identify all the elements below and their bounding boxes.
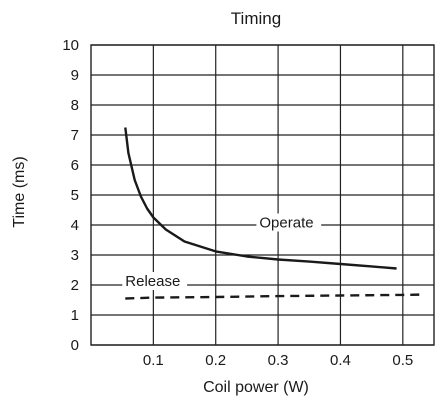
y-tick-label: 5	[71, 187, 79, 204]
y-tick-label: 3	[71, 247, 79, 264]
annotations: Operate Release	[122, 213, 322, 290]
y-tick-label: 4	[71, 217, 79, 234]
chart-title: Timing	[231, 9, 281, 28]
series-release-line	[125, 293, 422, 300]
series-operate-line	[124, 127, 397, 270]
x-tick-label: 0.2	[205, 352, 226, 369]
tick-labels: 0 1 2 3 4 5 6 7 8 9 10 0.1 0.2 0.3 0.4 0.5	[62, 37, 413, 369]
grid	[91, 44, 434, 346]
series-lines	[124, 127, 422, 300]
annotation-backdrop	[122, 272, 188, 290]
y-tick-label: 0	[71, 337, 79, 354]
y-tick-label: 2	[71, 277, 79, 294]
y-tick-label: 7	[71, 127, 79, 144]
annotation-backdrop	[256, 213, 322, 232]
y-tick-label: 6	[71, 157, 79, 174]
annotation-release: Release	[125, 273, 180, 290]
x-tick-label: 0.1	[143, 352, 164, 369]
x-tick-label: 0.4	[330, 352, 351, 369]
y-tick-label: 10	[62, 37, 79, 54]
y-tick-label: 1	[71, 307, 79, 324]
x-tick-label: 0.3	[268, 352, 289, 369]
y-tick-label: 8	[71, 97, 79, 114]
plot-frame	[90, 44, 435, 346]
x-axis-label: Coil power (W)	[203, 379, 309, 396]
x-tick-label: 0.5	[392, 352, 413, 369]
annotation-operate: Operate	[259, 215, 313, 232]
y-tick-label: 9	[71, 67, 79, 84]
y-axis-label: Time (ms)	[11, 156, 28, 227]
